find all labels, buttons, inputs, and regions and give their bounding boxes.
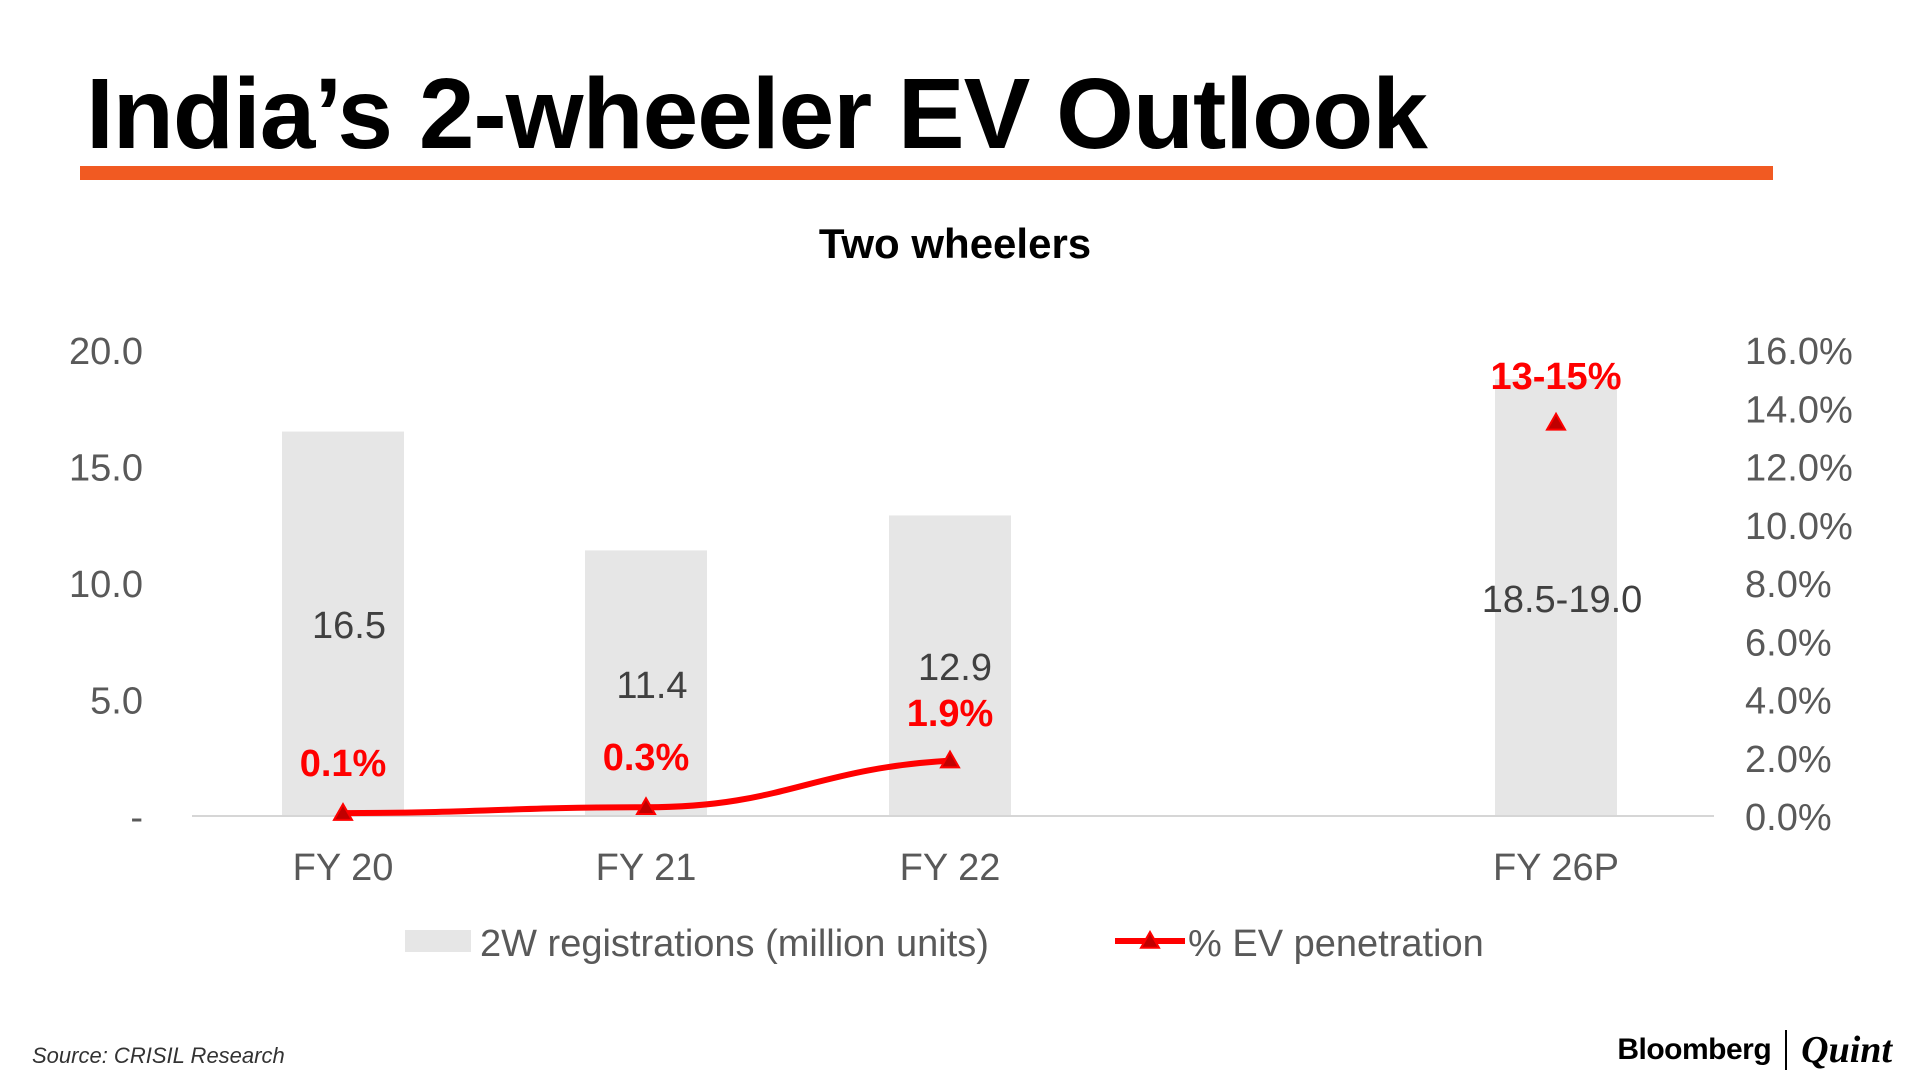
y-left-tick: 5.0 <box>90 681 143 723</box>
bar-data-label: 11.4 <box>616 665 687 707</box>
y-left-tick: 20.0 <box>69 331 143 373</box>
y-right-tick: 14.0% <box>1745 389 1853 431</box>
brand-quint: Quint <box>1801 1029 1892 1071</box>
title-rule <box>80 166 1773 180</box>
ev-marker <box>332 802 354 821</box>
chart-title: Two wheelers <box>819 220 1091 267</box>
y-right-tick: 6.0% <box>1745 622 1832 664</box>
brand-logo: Bloomberg Quint <box>1617 1028 1892 1072</box>
x-tick-label: FY 22 <box>900 847 1001 889</box>
bar-0 <box>282 431 404 816</box>
y-right-tick: 12.0% <box>1745 448 1853 490</box>
bar-3 <box>1495 379 1617 816</box>
legend-line-label: % EV penetration <box>1188 923 1484 965</box>
y-right-tick: 10.0% <box>1745 506 1853 548</box>
y-left-tick: - <box>130 797 143 839</box>
bar-data-label: 18.5-19.0 <box>1482 579 1643 621</box>
y-right-tick: 8.0% <box>1745 564 1832 606</box>
source-note: Source: CRISIL Research <box>32 1043 285 1068</box>
y-left-tick: 15.0 <box>69 448 143 490</box>
bar-data-label: 12.9 <box>918 647 992 689</box>
brand-bloomberg: Bloomberg <box>1617 1033 1772 1066</box>
legend-bar-swatch <box>405 930 471 952</box>
line-data-label: 0.3% <box>603 737 690 779</box>
bar-1 <box>585 550 707 816</box>
legend-line-marker <box>1139 929 1161 949</box>
ev-marker <box>1545 411 1567 431</box>
ev-marker <box>939 749 961 769</box>
ev-marker <box>635 796 657 816</box>
x-tick-label: FY 26P <box>1493 847 1619 889</box>
y-left-tick: 10.0 <box>69 564 143 606</box>
y-right-tick: 4.0% <box>1745 681 1832 723</box>
line-data-label: 1.9% <box>907 693 994 735</box>
y-right-tick: 16.0% <box>1745 331 1853 373</box>
x-tick-label: FY 20 <box>293 847 394 889</box>
page-title: India’s 2-wheeler EV Outlook <box>86 58 1428 170</box>
y-right-tick: 0.0% <box>1745 797 1832 839</box>
line-data-label: 0.1% <box>300 743 387 785</box>
legend-bar-label: 2W registrations (million units) <box>480 923 989 965</box>
x-tick-label: FY 21 <box>596 847 697 889</box>
bar-data-label: 16.5 <box>312 605 386 647</box>
line-data-label: 13-15% <box>1491 356 1622 398</box>
brand-divider <box>1785 1030 1788 1070</box>
y-right-tick: 2.0% <box>1745 739 1832 781</box>
